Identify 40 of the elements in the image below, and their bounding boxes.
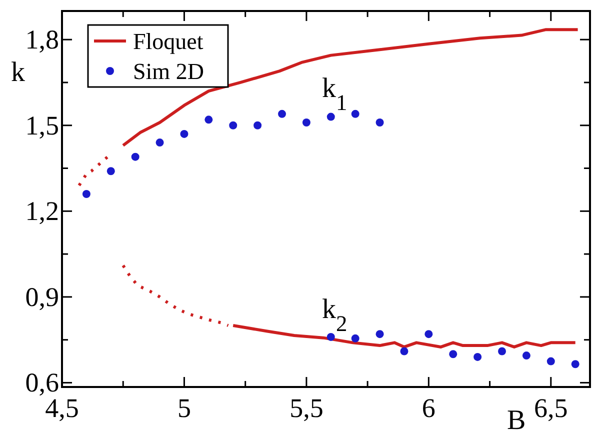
point xyxy=(400,347,408,356)
line-series xyxy=(122,28,580,147)
x-axis-title: B xyxy=(507,405,526,432)
point xyxy=(351,334,360,342)
y-tick-label: 0,9 xyxy=(25,282,59,312)
point xyxy=(546,357,555,366)
point xyxy=(204,116,213,124)
point xyxy=(229,121,238,130)
annotation: k$_{1}$ xyxy=(322,73,348,114)
y-tick-label: 1,2 xyxy=(25,196,59,226)
x-tick-label: 6 xyxy=(422,393,436,423)
point xyxy=(376,330,384,338)
line-series xyxy=(122,264,230,328)
point xyxy=(278,110,286,118)
x-tick-label: 5,5 xyxy=(290,393,324,423)
point xyxy=(326,112,335,121)
point xyxy=(376,118,384,127)
point xyxy=(254,121,262,130)
point xyxy=(351,110,360,118)
point xyxy=(82,190,90,198)
point xyxy=(571,360,580,368)
point xyxy=(424,330,433,338)
point xyxy=(180,130,188,138)
point xyxy=(498,347,506,356)
legend-label: Floquet xyxy=(133,29,204,54)
point xyxy=(474,352,482,361)
point xyxy=(131,152,140,161)
x-tick-label: 6,5 xyxy=(534,393,568,423)
legend-label: Sim 2D xyxy=(133,59,204,84)
point xyxy=(156,138,164,147)
annotation: k$_{2}$ xyxy=(322,294,348,336)
point xyxy=(326,332,335,341)
x-tick-label: 5 xyxy=(177,393,191,423)
point xyxy=(522,352,530,360)
point xyxy=(302,118,310,127)
y-axis-title: k xyxy=(11,57,25,88)
point xyxy=(106,167,115,176)
y-tick-label: 1,8 xyxy=(25,24,59,55)
point xyxy=(449,350,458,358)
y-tick-label: 1,5 xyxy=(25,110,59,140)
